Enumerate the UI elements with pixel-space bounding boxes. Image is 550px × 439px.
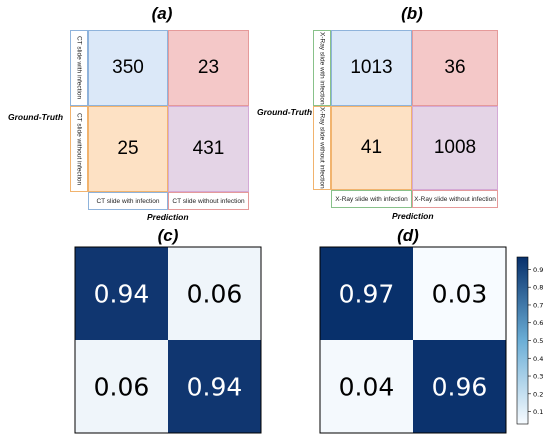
row-label-b-0: X-Ray slide with infection <box>313 30 331 106</box>
heatmap-cell-d-1-0 <box>320 340 413 433</box>
heatmap-cell-d-1-1 <box>413 340 506 433</box>
panel-title-d: (d) <box>397 226 419 245</box>
colorbar-tick-label-8: 0.9 <box>533 266 543 274</box>
heatmap-cell-c-1-1 <box>168 340 261 433</box>
colorbar-tick-label-7: 0.8 <box>533 284 543 292</box>
heatmap-frame-c <box>74 246 262 434</box>
heatmap-cell-c-1-0 <box>75 340 168 433</box>
colorbar-tick-label-5: 0.6 <box>533 319 543 327</box>
heatmap-value-c-1-0: 0.06 <box>94 373 150 402</box>
matrix-cell-b-0-0: 1013 <box>331 30 412 106</box>
row-label-b-1: X-Ray slide without infection <box>313 106 331 190</box>
col-label-a-1: CT slide without infection <box>168 192 249 210</box>
colorbar-tick-label-1: 0.2 <box>533 390 543 398</box>
x-axis-title-b: Prediction <box>392 211 434 221</box>
col-label-a-0: CT slide with infection <box>88 192 168 210</box>
heatmap-value-c-1-1: 0.94 <box>187 373 243 402</box>
colorbar-tick-label-6: 0.7 <box>533 301 543 309</box>
colorbar-tick-label-3: 0.4 <box>533 355 543 363</box>
colorbar <box>516 256 529 425</box>
y-axis-title-b: Ground-Truth <box>257 107 313 117</box>
heatmap-value-c-0-0: 0.94 <box>94 280 150 309</box>
matrix-cell-a-0-0: 350 <box>88 30 168 106</box>
heatmap-value-d-1-1: 0.96 <box>432 373 488 402</box>
heatmap-cell-d-0-0 <box>320 247 413 340</box>
matrix-cell-a-0-1: 23 <box>168 30 249 106</box>
colorbar-tick-label-4: 0.5 <box>533 337 543 345</box>
panel-title-c: (c) <box>157 226 179 245</box>
x-axis-title-a: Prediction <box>147 212 189 222</box>
colorbar-tick-label-2: 0.3 <box>533 373 543 381</box>
matrix-cell-b-0-1: 36 <box>412 30 498 106</box>
heatmap-cell-d-0-1 <box>413 247 506 340</box>
y-axis-title-a: Ground-Truth <box>8 112 64 122</box>
matrix-cell-b-1-0: 41 <box>331 106 412 190</box>
panel-title-b: (b) <box>401 4 423 23</box>
col-label-b-0: X-Ray slide with infection <box>331 190 412 208</box>
heatmap-value-c-0-1: 0.06 <box>187 280 243 309</box>
heatmap-value-d-0-1: 0.03 <box>432 280 488 309</box>
row-label-a-1: CT slide without infection <box>70 106 88 192</box>
heatmap-value-d-0-0: 0.97 <box>339 280 395 309</box>
panel-title-a: (a) <box>151 4 173 23</box>
matrix-cell-b-1-1: 1008 <box>412 106 498 190</box>
heatmap-value-d-1-0: 0.04 <box>339 373 395 402</box>
row-label-a-0: CT slide with infection <box>70 30 88 106</box>
colorbar-tick-label-0: 0.1 <box>533 408 543 416</box>
matrix-cell-a-1-1: 431 <box>168 106 249 192</box>
matrix-cell-a-1-0: 25 <box>88 106 168 192</box>
heatmap-frame-d <box>319 246 507 434</box>
col-label-b-1: X-Ray slide without infection <box>412 190 498 208</box>
heatmap-cell-c-0-1 <box>168 247 261 340</box>
heatmap-cell-c-0-0 <box>75 247 168 340</box>
